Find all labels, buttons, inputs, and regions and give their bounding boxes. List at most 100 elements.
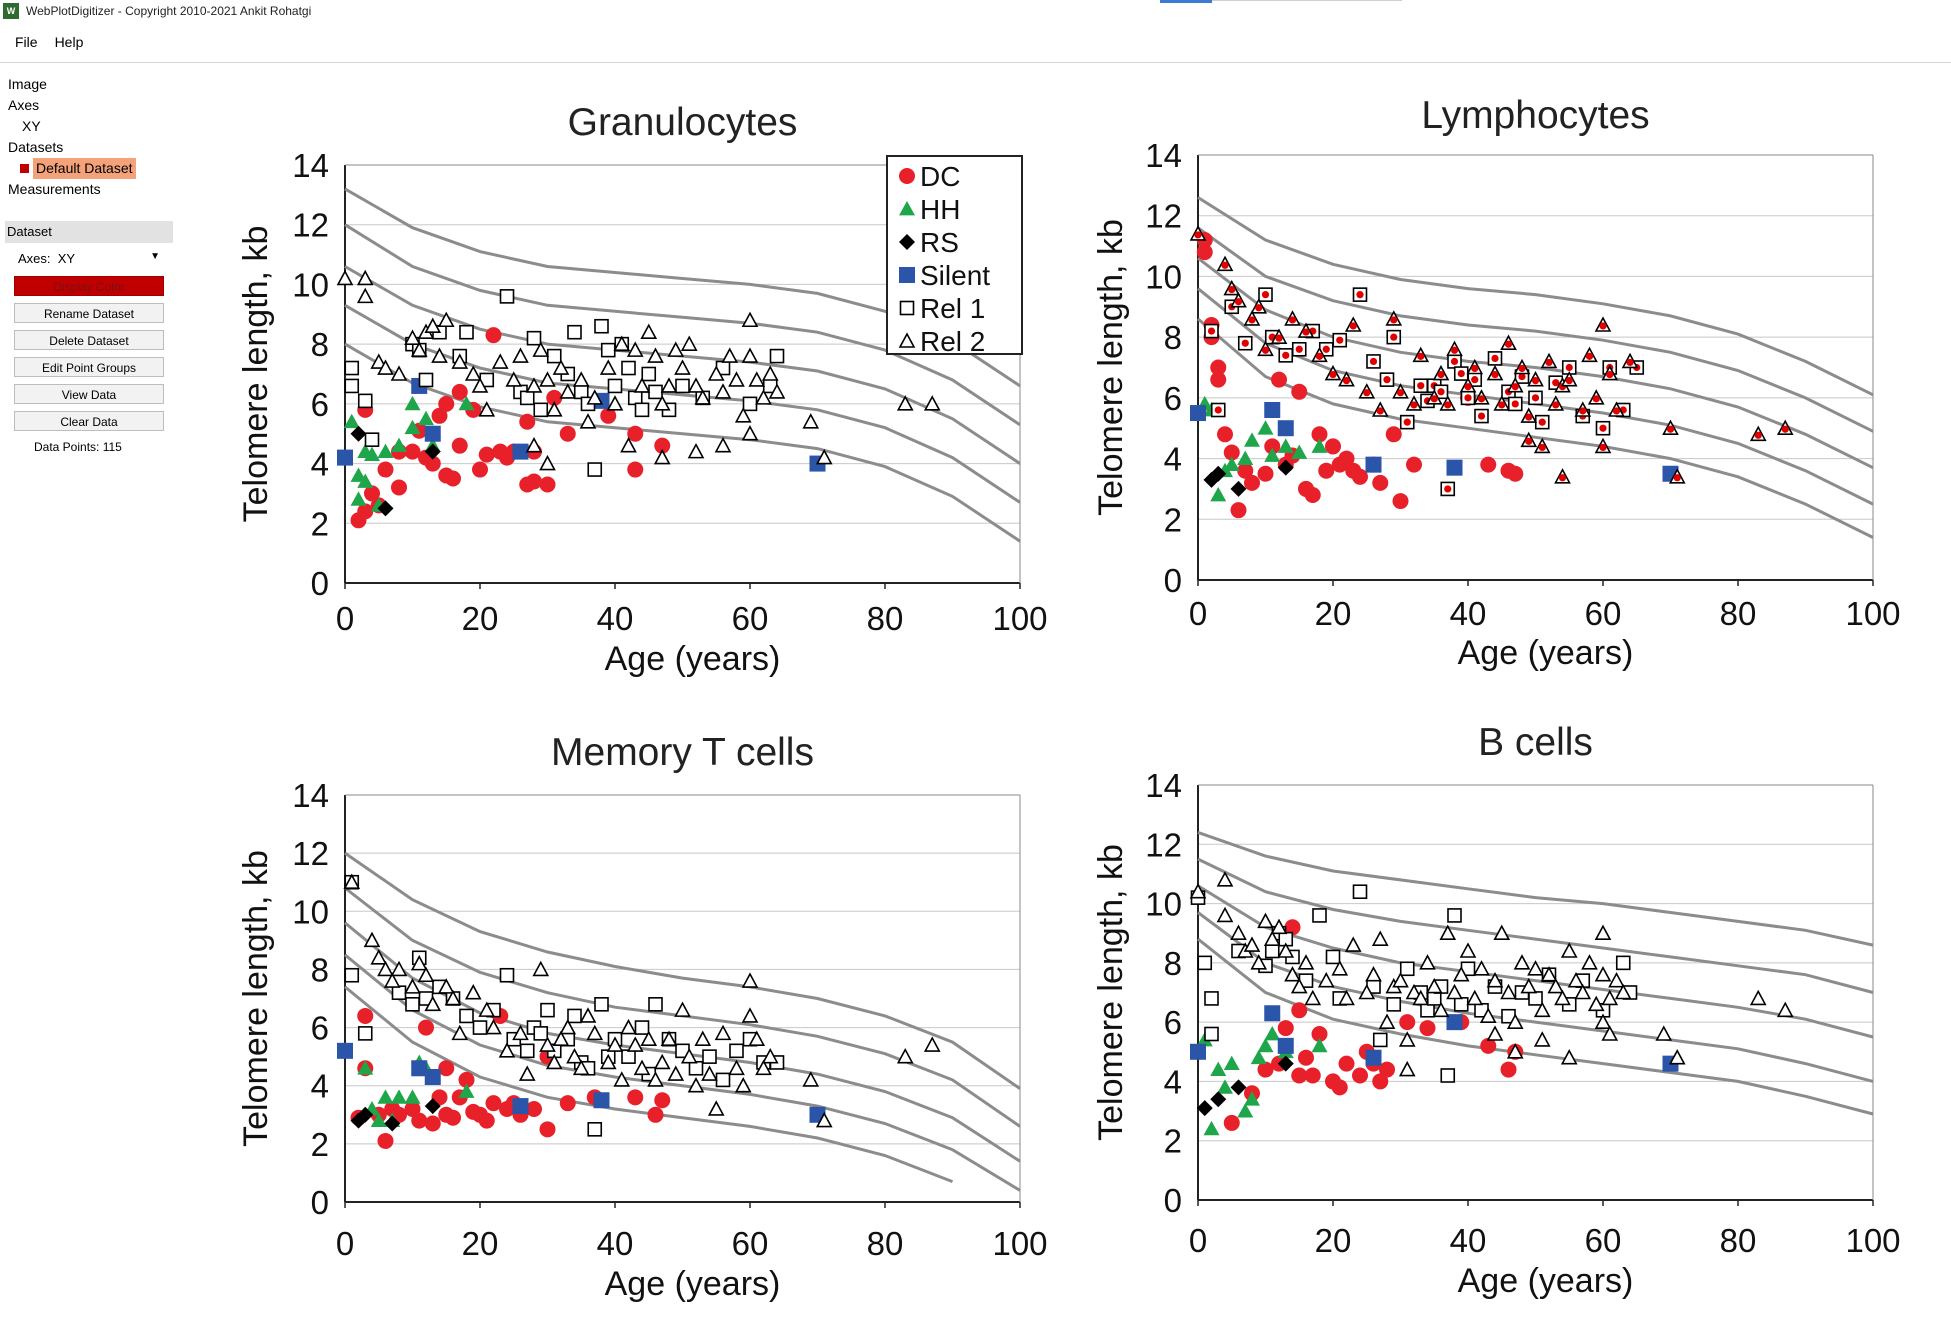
digitized-point-marker bbox=[1228, 285, 1236, 294]
data-point bbox=[552, 1030, 570, 1047]
plot-b-cells[interactable]: 0 2 4 6 8 10 12 14 0 20 40 60 80 100 B cells Age (years… bbox=[1085, 721, 1935, 1322]
digitized-point-marker bbox=[1565, 363, 1573, 372]
data-point bbox=[343, 413, 360, 429]
plot-granulocytes[interactable]: 0 2 4 6 8 10 12 14 0 20 40 60 80 100 Granulocytes Age (… bbox=[230, 90, 1060, 690]
data-point bbox=[567, 1008, 582, 1024]
data-point bbox=[1425, 977, 1443, 994]
data-point bbox=[1520, 977, 1538, 994]
data-point bbox=[391, 479, 407, 496]
data-point bbox=[1317, 971, 1335, 988]
data-point bbox=[459, 324, 474, 340]
digitized-point-marker bbox=[1329, 370, 1337, 379]
data-point bbox=[377, 461, 394, 478]
menu-file[interactable]: File bbox=[15, 34, 38, 50]
tree-item-image[interactable]: Image bbox=[8, 76, 47, 92]
data-point bbox=[1420, 1002, 1435, 1018]
data-point bbox=[607, 378, 623, 394]
data-point bbox=[344, 360, 360, 376]
data-point bbox=[1567, 971, 1585, 988]
data-point bbox=[634, 402, 650, 418]
x-tick-label: 60 bbox=[1585, 595, 1622, 632]
data-point bbox=[485, 1095, 502, 1112]
data-point bbox=[748, 371, 766, 387]
data-point bbox=[1749, 989, 1767, 1006]
digitized-point-marker bbox=[1437, 388, 1445, 396]
data-point bbox=[647, 1071, 664, 1087]
data-point bbox=[741, 347, 759, 363]
tree-item-datasets[interactable]: Datasets bbox=[8, 139, 64, 155]
data-point bbox=[1452, 966, 1470, 982]
data-point bbox=[1277, 438, 1294, 453]
data-point bbox=[1304, 487, 1321, 503]
rename-dataset-button[interactable]: Rename Dataset bbox=[14, 303, 164, 323]
clear-data-button[interactable]: Clear Data bbox=[14, 411, 164, 431]
data-point bbox=[1230, 924, 1247, 941]
data-point bbox=[356, 287, 374, 304]
data-point bbox=[587, 462, 603, 477]
data-point bbox=[478, 1112, 495, 1129]
data-point bbox=[600, 342, 616, 358]
x-tick-label: 40 bbox=[1450, 1222, 1487, 1259]
tree-item-measurements[interactable]: Measurements bbox=[8, 181, 101, 197]
digitized-point-marker bbox=[1477, 395, 1486, 403]
y-tick-label: 10 bbox=[1145, 258, 1182, 295]
percentile-curve bbox=[1197, 196, 1874, 397]
menu-help[interactable]: Help bbox=[54, 34, 84, 50]
data-point bbox=[533, 1026, 549, 1041]
data-point bbox=[370, 949, 388, 965]
data-point bbox=[707, 365, 725, 381]
tree-item-axes[interactable]: Axes bbox=[8, 97, 40, 113]
data-point bbox=[1223, 1114, 1240, 1131]
data-point bbox=[404, 1089, 421, 1104]
data-point bbox=[405, 997, 420, 1012]
digitized-point-marker bbox=[1322, 345, 1330, 353]
data-point bbox=[1291, 1002, 1308, 1019]
data-point bbox=[741, 425, 759, 441]
y-tick-label: 8 bbox=[311, 951, 329, 988]
plot-lymphocytes[interactable]: 0 2 4 6 8 10 12 14 0 20 40 60 80 100 Lymphocytes Age (y… bbox=[1085, 90, 1935, 690]
data-point bbox=[424, 1115, 441, 1132]
data-point bbox=[344, 378, 360, 394]
data-point bbox=[404, 1100, 421, 1117]
plot-memory-t-cells[interactable]: 0 2 4 6 8 10 12 14 0 20 40 60 80 100 Memory T cells Age… bbox=[230, 722, 1060, 1322]
data-point bbox=[660, 377, 678, 393]
display-color-button[interactable]: Display Color bbox=[14, 276, 164, 296]
percentile-curve bbox=[344, 921, 1021, 1163]
delete-dataset-button[interactable]: Delete Dataset bbox=[14, 330, 164, 350]
data-point bbox=[431, 347, 448, 363]
digitized-point-marker bbox=[1531, 394, 1540, 402]
digitized-point-marker bbox=[1207, 327, 1216, 335]
x-axis-label: Age (years) bbox=[1458, 634, 1634, 672]
tree-item-default-dataset[interactable]: Default Dataset bbox=[8, 158, 136, 179]
view-data-button[interactable]: View Data bbox=[14, 384, 164, 404]
data-point bbox=[728, 1059, 745, 1076]
digitized-point-marker bbox=[1525, 437, 1533, 445]
data-point bbox=[377, 500, 394, 517]
data-point bbox=[526, 330, 542, 346]
data-point bbox=[552, 359, 570, 375]
data-point bbox=[1594, 966, 1612, 982]
data-point bbox=[458, 395, 475, 411]
data-point bbox=[1311, 426, 1328, 443]
data-point bbox=[734, 407, 752, 423]
data-point bbox=[1190, 1043, 1206, 1060]
x-tick-label: 100 bbox=[1845, 595, 1900, 632]
digitized-point-marker bbox=[1511, 383, 1519, 391]
data-point bbox=[1399, 961, 1415, 977]
x-tick-label: 0 bbox=[336, 1225, 354, 1262]
data-point bbox=[1352, 468, 1368, 485]
digitized-point-marker bbox=[1430, 395, 1438, 403]
edit-point-groups-button[interactable]: Edit Point Groups bbox=[14, 357, 164, 377]
digitized-point-marker bbox=[1525, 413, 1533, 421]
data-point bbox=[1210, 359, 1227, 376]
tree-item-axes-xy[interactable]: XY bbox=[22, 118, 41, 134]
data-point bbox=[1480, 1037, 1497, 1054]
digitized-point-marker bbox=[1403, 418, 1411, 426]
data-point bbox=[1668, 1049, 1686, 1065]
data-point bbox=[356, 269, 374, 286]
axes-select[interactable]: Axes: XY ▼ bbox=[18, 251, 160, 266]
data-point bbox=[1446, 459, 1463, 476]
digitized-point-marker bbox=[1241, 339, 1249, 347]
data-point bbox=[337, 449, 353, 466]
data-point bbox=[620, 436, 637, 453]
